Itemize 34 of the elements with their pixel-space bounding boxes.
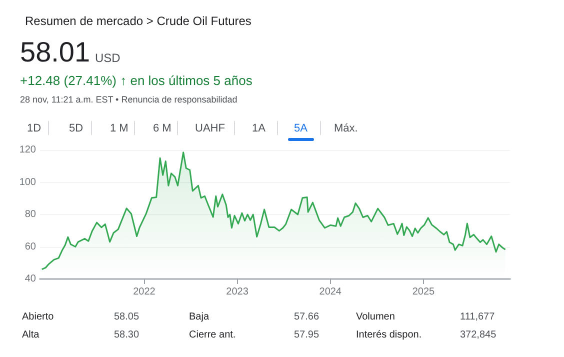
text: 372,845	[460, 330, 497, 340]
x-tick-label: 2025	[412, 286, 436, 298]
text: 1A	[252, 122, 266, 134]
y-tick-label: 40	[24, 274, 36, 284]
text: Alta	[22, 330, 40, 340]
text: Abierto	[22, 312, 54, 322]
text: 28 nov, 11:21 a.m. EST • Renuncia de responsabilidad	[20, 94, 238, 104]
text: 58.30	[114, 330, 140, 340]
text: UAHF	[195, 122, 226, 134]
text: USD	[95, 51, 121, 65]
text: Cierre ant.	[189, 330, 236, 340]
y-tick-label: 120	[19, 144, 36, 156]
chart-title: Resumen de mercado > Crude Oil Futures	[25, 14, 252, 28]
text: 5A	[294, 122, 308, 134]
text: 5D	[69, 122, 84, 134]
x-tick-label: 2023	[226, 286, 249, 298]
text: Máx.	[334, 122, 358, 134]
x-tick-label: 2024	[319, 286, 342, 298]
y-tick-label: 100	[19, 176, 36, 188]
text: 6 M	[153, 122, 172, 134]
text: Interés dispon.	[356, 330, 422, 340]
text: Volumen	[356, 312, 395, 322]
text: 57.66	[294, 312, 320, 322]
text: +12.48 (27.41%) ↑ en los últimos 5 años	[20, 73, 253, 88]
text: 111,677	[460, 312, 496, 322]
text: 58.05	[114, 312, 140, 322]
text: 1 M	[110, 122, 128, 134]
text: Baja	[189, 312, 210, 322]
text: 58.01	[20, 36, 90, 68]
text: 1D	[27, 122, 42, 134]
y-tick-label: 60	[24, 241, 36, 252]
text: 57.95	[294, 330, 320, 340]
y-tick-label: 80	[24, 209, 36, 220]
x-tick-label: 2022	[133, 286, 156, 298]
